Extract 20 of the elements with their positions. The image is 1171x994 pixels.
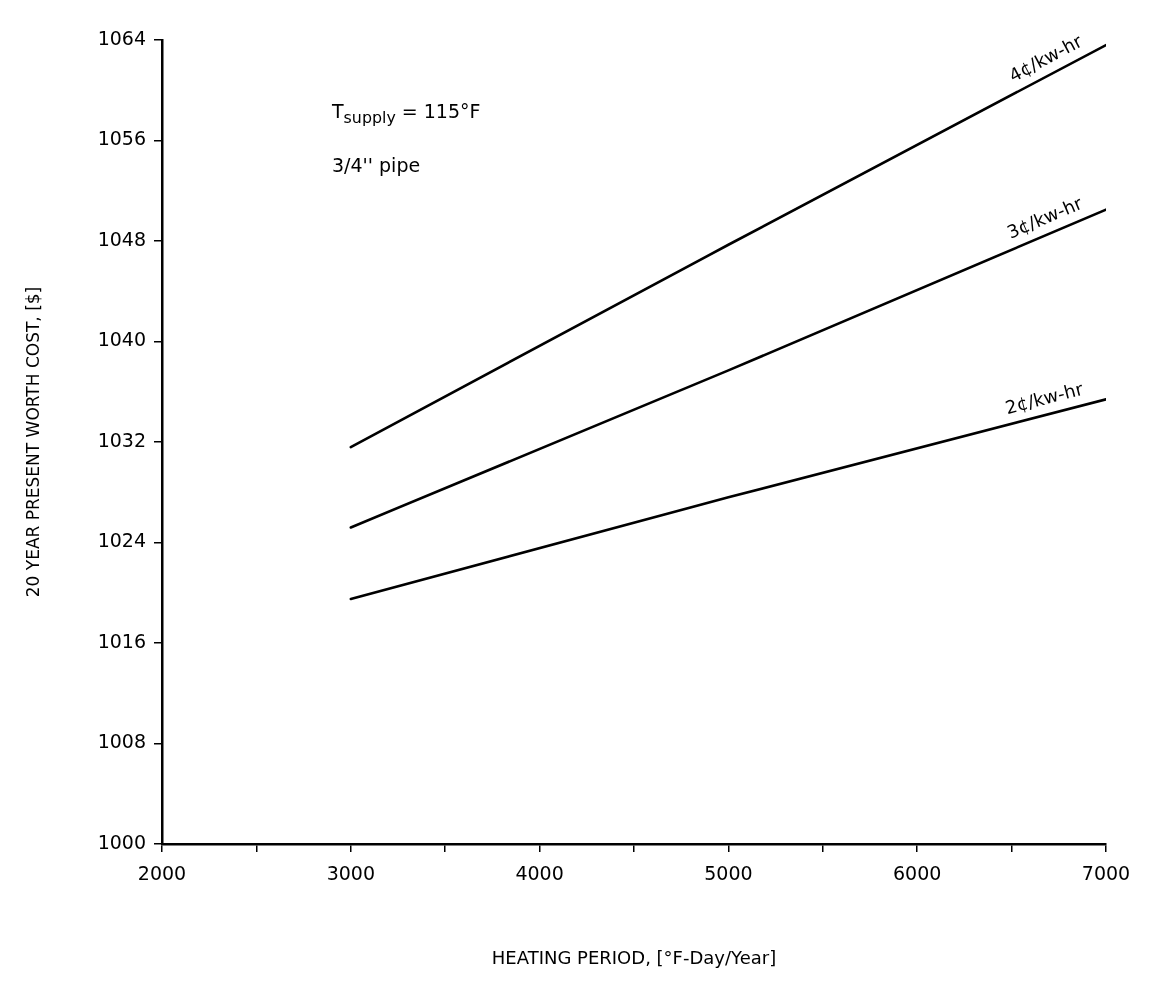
x-tick-label: 2000	[137, 862, 187, 885]
y-tick-label: 1024	[97, 529, 146, 552]
y-tick-label: 1016	[97, 629, 146, 652]
x-tick-label: 3000	[326, 862, 375, 885]
x-tick-label: 4000	[515, 862, 564, 885]
y-tick-label: 1032	[97, 428, 146, 451]
y-tick-label: 1064	[97, 26, 146, 49]
y-tick-label: 1048	[97, 227, 146, 250]
y-tick-label: 1040	[97, 328, 146, 351]
y-tick-label: 1056	[97, 127, 146, 150]
annotation: T$_{supply}$ = 115°F	[332, 100, 481, 127]
x-axis-title: HEATING PERIOD, [°F-Day/Year]	[491, 946, 777, 968]
y-axis-title: 20 YEAR PRESENT WORTH COST, [$]	[22, 286, 43, 598]
text: 2¢/kw-hr	[1002, 377, 1086, 419]
x-tick-label: 5000	[704, 862, 753, 885]
x-tick-label: 6000	[893, 862, 942, 885]
x-tick-label: 7000	[1081, 862, 1131, 885]
y-tick-label: 1008	[97, 730, 146, 753]
annotation: 3/4'' pipe	[332, 154, 421, 176]
y-tick-label: 1000	[97, 830, 146, 853]
